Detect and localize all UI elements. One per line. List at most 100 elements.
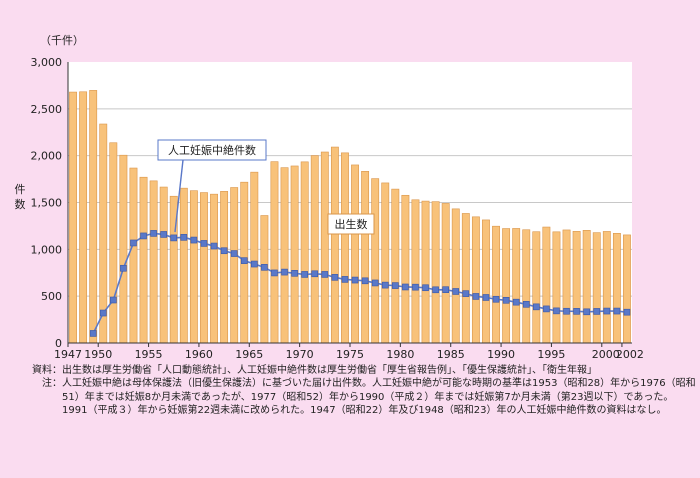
abortion-marker [120, 264, 127, 272]
bar [310, 155, 319, 344]
abortion-marker [99, 309, 107, 317]
abortion-marker [452, 288, 460, 295]
note-source-text: 出生数は厚生労働省「人口動態統計」、人工妊娠中絶件数は厚生労働省「厚生省報告例」… [62, 365, 597, 376]
bar [552, 231, 561, 344]
abortion-marker [492, 295, 500, 303]
y-tick-label: 2,500 [31, 103, 63, 116]
bar [381, 182, 390, 344]
bar [119, 154, 128, 344]
abortion-marker [502, 296, 510, 304]
x-tick-label: 1947 [54, 348, 82, 361]
abortion-marker [543, 305, 550, 313]
abortion-marker [392, 282, 399, 289]
y-tick-label: 500 [41, 290, 62, 303]
bar [341, 152, 349, 344]
bar [220, 191, 229, 344]
note-source: 資料： 出生数は厚生労働省「人口動態統計」、人工妊娠中絶件数は厚生労働省「厚生省… [8, 364, 698, 377]
abortion-marker [180, 234, 188, 241]
x-tick-label: 1990 [487, 348, 515, 361]
bar [592, 232, 601, 344]
bar [290, 165, 299, 344]
abortion-marker [462, 290, 470, 297]
abortion-marker [583, 308, 590, 316]
abortion-marker [89, 330, 97, 337]
bar [189, 190, 198, 344]
bar [139, 176, 148, 344]
abortion-marker [573, 308, 580, 315]
abortion-marker [482, 294, 490, 301]
bar [532, 231, 541, 344]
y-tick-label: 1,500 [31, 197, 63, 210]
bar [431, 201, 440, 344]
abortion-marker [402, 283, 409, 291]
note-remark-text: 人工妊娠中絶は母体保護法（旧優生保護法）に基づいた届け出件数。人工妊娠中絶が可能… [62, 378, 696, 417]
bar [260, 215, 269, 344]
abortion-marker [341, 276, 349, 283]
bar [179, 187, 188, 344]
x-tick-label: 1960 [185, 348, 213, 361]
y-tick-label: 3,000 [31, 56, 63, 69]
bar [79, 91, 88, 344]
abortion-marker [110, 296, 117, 304]
chart: 3,0002,5002,0001,5001,00050001947(昭和22)1… [15, 34, 664, 362]
bar [391, 188, 400, 344]
y-unit-label: （千件） [40, 34, 84, 47]
bar [69, 91, 77, 344]
bar [411, 199, 420, 344]
bar [471, 216, 480, 344]
x-tick-label: 1965 [235, 348, 263, 361]
abortion-marker [512, 298, 520, 306]
abortion-marker [442, 286, 449, 294]
abortion-marker [361, 277, 369, 285]
abortion-marker [301, 271, 308, 278]
abortion-marker [311, 270, 319, 278]
abortion-marker [261, 264, 268, 271]
births-callout-box [327, 213, 375, 235]
abortion-marker [200, 240, 208, 247]
bar [330, 146, 339, 344]
bar [250, 171, 259, 344]
abortion-marker [381, 281, 389, 289]
y-tick-label: 2,000 [31, 150, 63, 163]
bar [280, 167, 289, 344]
abortion-marker [522, 301, 530, 308]
abortion-marker [190, 236, 198, 244]
bar [200, 192, 208, 344]
abortion-marker [150, 230, 157, 237]
bar [421, 200, 430, 344]
bar [159, 186, 168, 344]
abortion-marker [281, 268, 288, 276]
bar [482, 219, 490, 344]
abortion-marker [271, 269, 278, 277]
x-tick-label: 2002 [616, 348, 644, 361]
note-source-key: 資料： [32, 365, 62, 376]
abortion-marker [593, 308, 601, 315]
abortion-marker [230, 250, 238, 257]
y-axis-title-1: 件 [15, 183, 26, 196]
x-tick-label: 1975 [336, 348, 364, 361]
bar [441, 203, 450, 344]
bar [270, 161, 279, 344]
notes: 資料： 出生数は厚生労働省「人口動態統計」、人工妊娠中絶件数は厚生労働省「厚生省… [8, 364, 698, 418]
abortion-marker [412, 283, 419, 291]
bar [320, 151, 329, 344]
births-callout-label: 出生数 [335, 217, 368, 231]
bar [361, 171, 370, 344]
note-remark: 注： 人工妊娠中絶は母体保護法（旧優生保護法）に基づいた届け出件数。人工妊娠中絶… [8, 377, 698, 417]
abortion-marker [331, 274, 339, 281]
bar [461, 213, 470, 344]
bar [623, 234, 631, 344]
bar [89, 90, 98, 344]
y-tick-label: 1,000 [31, 243, 63, 256]
abortion-marker [351, 276, 359, 284]
abortion-callout-line [174, 159, 184, 233]
y-tick-label: 0 [55, 337, 62, 350]
x-tick-label: 1980 [386, 348, 414, 361]
abortion-marker [240, 257, 248, 264]
bar [351, 164, 359, 344]
x-tick-label: 1995 [537, 348, 565, 361]
bar [502, 228, 511, 344]
bar [602, 231, 611, 344]
bar [612, 233, 621, 344]
abortion-marker [130, 239, 137, 247]
